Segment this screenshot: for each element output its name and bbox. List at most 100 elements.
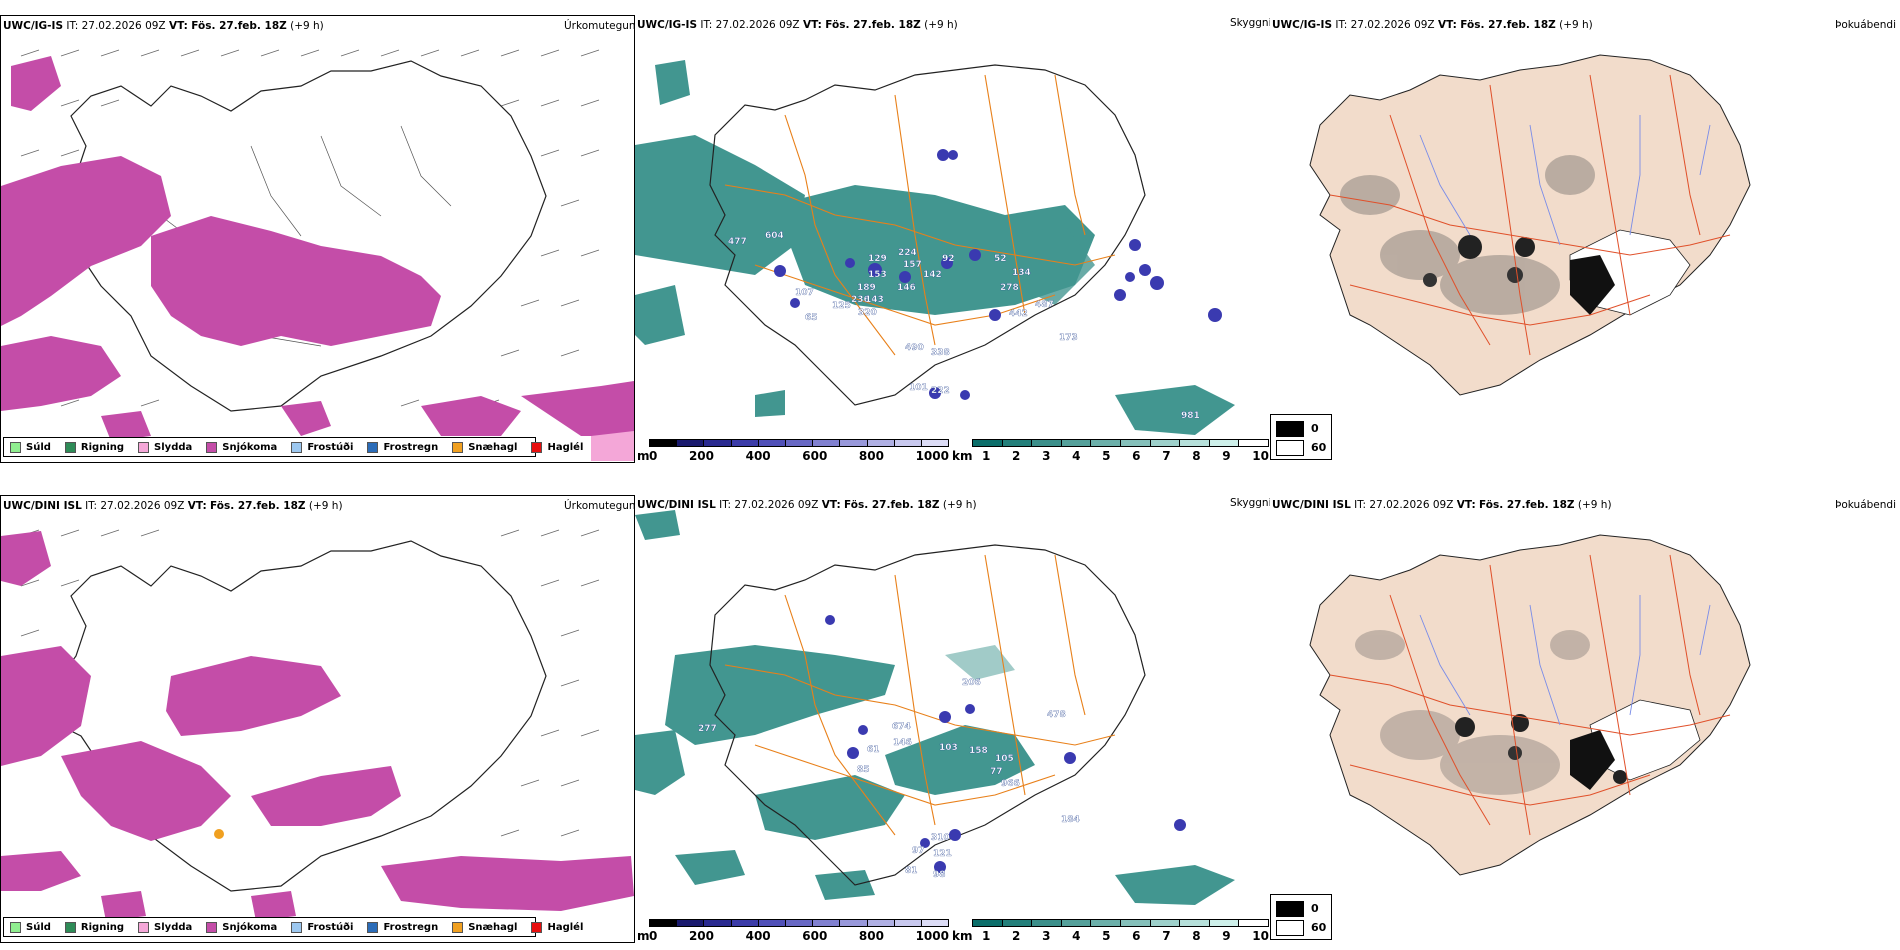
svg-text:478: 478 [1047, 710, 1066, 720]
iceland-outline [709, 544, 1146, 886]
svg-text:153: 153 [868, 270, 887, 280]
svg-text:101: 101 [909, 383, 928, 393]
iceland-outline [709, 64, 1146, 406]
svg-text:310: 310 [931, 833, 950, 843]
legend-item: Frostregn [367, 441, 438, 453]
svg-text:158: 158 [969, 746, 988, 756]
svg-text:206: 206 [962, 678, 981, 688]
ceiling-colorbar-row1: 0 200 400 600 800 1000 m [637, 439, 949, 463]
fog-patch [1423, 229, 1691, 316]
vis-panel-row2: 206 478 277 674 146 61 103 158 105 77 96… [635, 495, 1270, 943]
svg-text:65: 65 [805, 313, 818, 323]
legend-item: Snæhagl [452, 921, 517, 933]
fog-map-row1 [1309, 54, 1751, 396]
svg-text:103: 103 [939, 743, 958, 753]
vis-header-row1: UWC/IG-IS IT: 27.02.2026 09Z VT: Fös. 27… [637, 19, 958, 31]
svg-text:966: 966 [1001, 779, 1020, 789]
svg-text:61: 61 [867, 745, 880, 755]
legend-item: Frostúði [291, 921, 353, 933]
svg-text:81: 81 [905, 866, 918, 876]
vis-colorbar-row1: 1 2 3 4 5 6 7 8 9 10 km [952, 439, 1269, 463]
ptype-panel-row1: UWC/IG-IS IT: 27.02.2026 09Z VT: Fös. 27… [0, 15, 635, 463]
legend-item: Frostregn [367, 921, 438, 933]
svg-text:129: 129 [868, 254, 887, 264]
legend-item: Haglél [531, 921, 583, 933]
svg-text:146: 146 [897, 283, 916, 293]
ptype-legend-row2: Súld Rigning Slydda Snjókoma Frostúði Fr… [3, 917, 583, 937]
ptype-title-row1: Úrkomutegund [564, 20, 635, 32]
legend-item: Snæhagl [452, 441, 517, 453]
vis-panel-row1: 604 477 129 224 157 92 52 134 153 146 14… [635, 15, 1270, 463]
legend-item: Slydda [138, 921, 192, 933]
svg-text:77: 77 [990, 767, 1003, 777]
ptype-title-row2: Úrkomutegund [564, 500, 635, 512]
legend-item: Snjókoma [206, 921, 277, 933]
vis-map-row1: 604 477 129 224 157 92 52 134 153 146 14… [635, 60, 1235, 435]
legend-item: Rigning [64, 441, 124, 453]
ptype-panel-row2: UWC/DINI ISL IT: 27.02.2026 09Z VT: Fös.… [0, 495, 635, 943]
vis-title-row2: Skyggni [1230, 497, 1270, 509]
iceland-outline [60, 60, 547, 412]
svg-text:134: 134 [1012, 268, 1031, 278]
svg-text:97: 97 [912, 846, 925, 856]
svg-text:121: 121 [933, 849, 952, 859]
svg-text:105: 105 [995, 754, 1014, 764]
fog-title-row1: Þokuábendi [1835, 19, 1896, 31]
fog-map-row2 [1309, 534, 1751, 876]
svg-text:85: 85 [857, 765, 870, 775]
svg-text:236: 236 [851, 295, 870, 305]
iceland-land [1309, 54, 1751, 396]
svg-text:98: 98 [933, 870, 946, 880]
ptype-map-row1 [1, 49, 634, 461]
vis-map-row2: 206 478 277 674 146 61 103 158 105 77 96… [635, 510, 1235, 905]
svg-text:477: 477 [728, 237, 747, 247]
legend-item: Slydda [138, 441, 192, 453]
svg-text:981: 981 [1181, 411, 1200, 421]
svg-text:173: 173 [1059, 333, 1078, 343]
svg-text:320: 320 [858, 308, 877, 318]
snow-areas [1, 56, 634, 441]
svg-text:277: 277 [698, 724, 717, 734]
ptype-legend-row1: Súld Rigning Slydda Snjókoma Frostúði Fr… [3, 437, 583, 457]
fog-header-row1: UWC/IG-IS IT: 27.02.2026 09Z VT: Fös. 27… [1272, 19, 1593, 31]
ptype-header-row2: UWC/DINI ISL IT: 27.02.2026 09Z VT: Fös.… [3, 500, 343, 512]
fog-panel-row2: UWC/DINI ISL IT: 27.02.2026 09Z VT: Fös.… [1270, 495, 1900, 943]
svg-text:157: 157 [903, 260, 922, 270]
legend-item: Frostúði [291, 441, 353, 453]
svg-text:184: 184 [1061, 815, 1080, 825]
legend-item: Haglél [531, 441, 583, 453]
svg-text:107: 107 [795, 288, 814, 298]
legend-item: Snjókoma [206, 441, 277, 453]
svg-text:487: 487 [1035, 300, 1054, 310]
fog-legend-row2: 0 60 [1270, 894, 1332, 940]
svg-text:490: 490 [905, 343, 924, 353]
ptype-header-row1: UWC/IG-IS IT: 27.02.2026 09Z VT: Fös. 27… [3, 20, 324, 32]
svg-text:142: 142 [923, 270, 942, 280]
fog-legend-row1: 0 60 [1270, 414, 1332, 460]
svg-text:52: 52 [994, 254, 1007, 264]
svg-text:146: 146 [893, 738, 912, 748]
ceiling-colorbar-row2: 0 200 400 600 800 1000 m [637, 919, 949, 943]
legend-item: Súld [10, 441, 51, 453]
svg-text:143: 143 [865, 295, 884, 305]
svg-text:442: 442 [1009, 309, 1028, 319]
fog-panel-row1: UWC/IG-IS IT: 27.02.2026 09Z VT: Fös. 27… [1270, 15, 1900, 463]
svg-text:278: 278 [1000, 283, 1019, 293]
svg-text:92: 92 [942, 254, 955, 264]
svg-text:674: 674 [892, 722, 911, 732]
vis-title-row1: Skyggni [1230, 17, 1270, 29]
svg-text:189: 189 [857, 283, 876, 293]
fog-header-row2: UWC/DINI ISL IT: 27.02.2026 09Z VT: Fös.… [1272, 499, 1612, 511]
svg-text:125: 125 [832, 301, 851, 311]
legend-item: Rigning [64, 921, 124, 933]
iceland-land [1309, 534, 1751, 876]
vis-colorbar-row2: 1 2 3 4 5 6 7 8 9 10 km [952, 919, 1269, 943]
iceland-outline [60, 540, 547, 892]
svg-text:338: 338 [931, 348, 950, 358]
ptype-map-row2 [1, 529, 634, 921]
svg-text:604: 604 [765, 231, 784, 241]
svg-text:222: 222 [931, 386, 950, 396]
svg-text:224: 224 [898, 248, 917, 258]
fog-title-row2: Þokuábendi [1835, 499, 1896, 511]
legend-item: Súld [10, 921, 51, 933]
